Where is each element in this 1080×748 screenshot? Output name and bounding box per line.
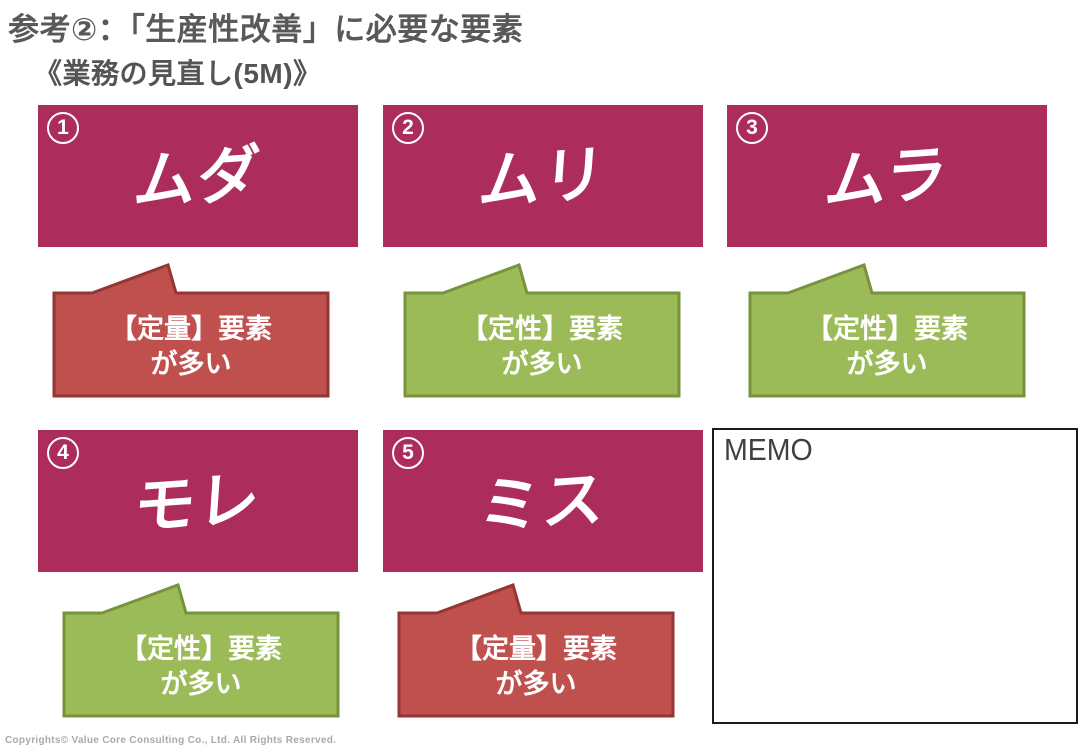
term-box-more: 4 モレ <box>38 430 358 572</box>
callout-text-line1: 【定量】要素 <box>110 313 272 344</box>
term-label: ミス <box>476 464 609 543</box>
term-box-misu: 5 ミス <box>383 430 703 572</box>
page-title: 参考②：「生産性改善」に必要な要素 <box>8 12 524 47</box>
term-label: ムダ <box>131 139 264 218</box>
term-box-muda: 1 ムダ <box>38 105 358 247</box>
circled-number: 1 <box>47 112 79 144</box>
callout-text-line2: が多い <box>161 668 242 699</box>
memo-label: MEMO <box>724 432 813 467</box>
section-subtitle: 《業務の見直し(5M)》 <box>34 58 322 89</box>
circled-number: 5 <box>392 437 424 469</box>
callout-bubble-mura: 【定性】要素 が多い <box>748 263 1026 398</box>
callout-text-line2: が多い <box>502 348 583 379</box>
callout-bubble-misu: 【定量】要素 が多い <box>397 583 675 718</box>
callout-text-line2: が多い <box>496 668 577 699</box>
callout-text-line1: 【定性】要素 <box>806 313 968 344</box>
callout-text-line2: が多い <box>151 348 232 379</box>
callout-shape <box>62 583 340 718</box>
callout-shape <box>403 263 681 398</box>
circled-number: 4 <box>47 437 79 469</box>
memo-box: MEMO <box>712 428 1078 724</box>
term-label: ムラ <box>821 139 952 218</box>
term-label: モレ <box>131 464 264 543</box>
callout-bubble-muda: 【定量】要素 が多い <box>52 263 330 398</box>
callout-text-line1: 【定性】要素 <box>461 313 623 344</box>
callout-text-line1: 【定量】要素 <box>455 633 617 664</box>
term-label: ムリ <box>476 139 609 218</box>
term-box-mura: 3 ムラ <box>727 105 1047 247</box>
callout-text-line2: が多い <box>847 348 928 379</box>
callout-bubble-more: 【定性】要素 が多い <box>62 583 340 718</box>
copyright-text: Copyrights© Value Core Consulting Co., L… <box>5 735 337 746</box>
circled-number: 3 <box>736 112 768 144</box>
callout-shape <box>52 263 330 398</box>
callout-shape <box>748 263 1026 398</box>
callout-text-line1: 【定性】要素 <box>120 633 282 664</box>
term-box-muri: 2 ムリ <box>383 105 703 247</box>
callout-shape <box>397 583 675 718</box>
circled-number: 2 <box>392 112 424 144</box>
callout-bubble-muri: 【定性】要素 が多い <box>403 263 681 398</box>
